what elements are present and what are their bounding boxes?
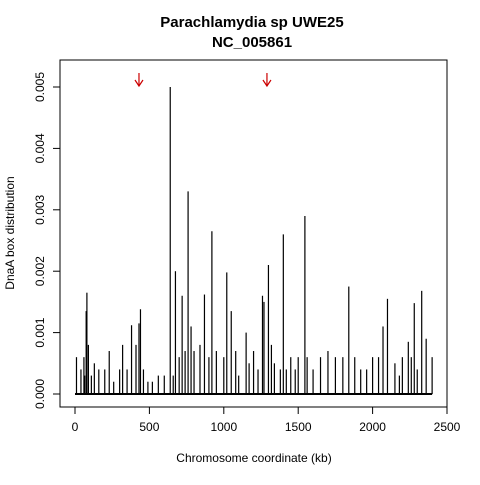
- y-tick-label: 0.005: [33, 72, 47, 102]
- chart-subtitle: NC_005861: [212, 34, 292, 51]
- red-arrow-icon: [134, 73, 144, 88]
- x-tick-label: 2500: [434, 420, 461, 434]
- y-tick-label: 0.002: [33, 256, 47, 286]
- y-tick-label: 0.000: [33, 379, 47, 409]
- x-tick-label: 0: [72, 420, 79, 434]
- y-axis: 0.000 0.001 0.002 0.003 0.004 0.005: [33, 72, 61, 409]
- y-axis-label: DnaA box distribution: [3, 176, 17, 289]
- y-tick-label: 0.003: [33, 194, 47, 224]
- x-axis: 0 500 1000 1500 2000 2500: [72, 406, 461, 434]
- red-arrow-icon: [262, 73, 272, 88]
- bars-layer: [75, 87, 433, 395]
- x-axis-label: Chromosome coordinate (kb): [176, 451, 331, 465]
- y-tick-label: 0.001: [33, 317, 47, 347]
- x-tick-label: 500: [139, 420, 159, 434]
- y-tick-label: 0.004: [33, 133, 47, 163]
- x-tick-label: 1000: [210, 420, 237, 434]
- x-tick-label: 2000: [359, 420, 386, 434]
- annotation-arrows: [134, 73, 272, 88]
- chart-title: Parachlamydia sp UWE25: [160, 14, 343, 31]
- x-tick-label: 1500: [285, 420, 312, 434]
